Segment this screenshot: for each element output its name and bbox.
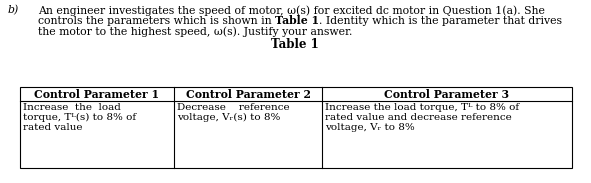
Text: controls the parameters which is shown in: controls the parameters which is shown i…	[38, 16, 275, 25]
Text: voltage, Vᵣ(s) to 8%: voltage, Vᵣ(s) to 8%	[177, 113, 280, 122]
Text: voltage, Vᵣ to 8%: voltage, Vᵣ to 8%	[325, 123, 415, 132]
Text: b): b)	[8, 5, 20, 15]
Text: An engineer investigates the speed of motor, ω(s) for excited dc motor in Questi: An engineer investigates the speed of mo…	[38, 5, 545, 16]
Text: Control Parameter 2: Control Parameter 2	[186, 89, 310, 100]
Text: rated value and decrease reference: rated value and decrease reference	[325, 113, 512, 122]
Text: Control Parameter 3: Control Parameter 3	[384, 89, 509, 100]
Text: controls the parameters which is shown in: controls the parameters which is shown i…	[38, 16, 275, 25]
Text: rated value: rated value	[23, 123, 83, 132]
Text: . Identity which is the parameter that drives: . Identity which is the parameter that d…	[319, 16, 562, 25]
Text: Table 1: Table 1	[271, 38, 319, 51]
Text: Increase the load torque, Tᴸ to 8% of: Increase the load torque, Tᴸ to 8% of	[325, 103, 519, 112]
Text: Decrease    reference: Decrease reference	[177, 103, 290, 112]
Text: Control Parameter 1: Control Parameter 1	[34, 89, 160, 100]
Text: torque, Tᴸ(s) to 8% of: torque, Tᴸ(s) to 8% of	[23, 113, 136, 122]
Text: Table 1: Table 1	[275, 16, 319, 27]
Text: the motor to the highest speed, ω(s). Justify your answer.: the motor to the highest speed, ω(s). Ju…	[38, 26, 352, 37]
Bar	[20, 87, 572, 168]
Text: Table 1: Table 1	[275, 16, 319, 27]
Text: Increase  the  load: Increase the load	[23, 103, 121, 112]
